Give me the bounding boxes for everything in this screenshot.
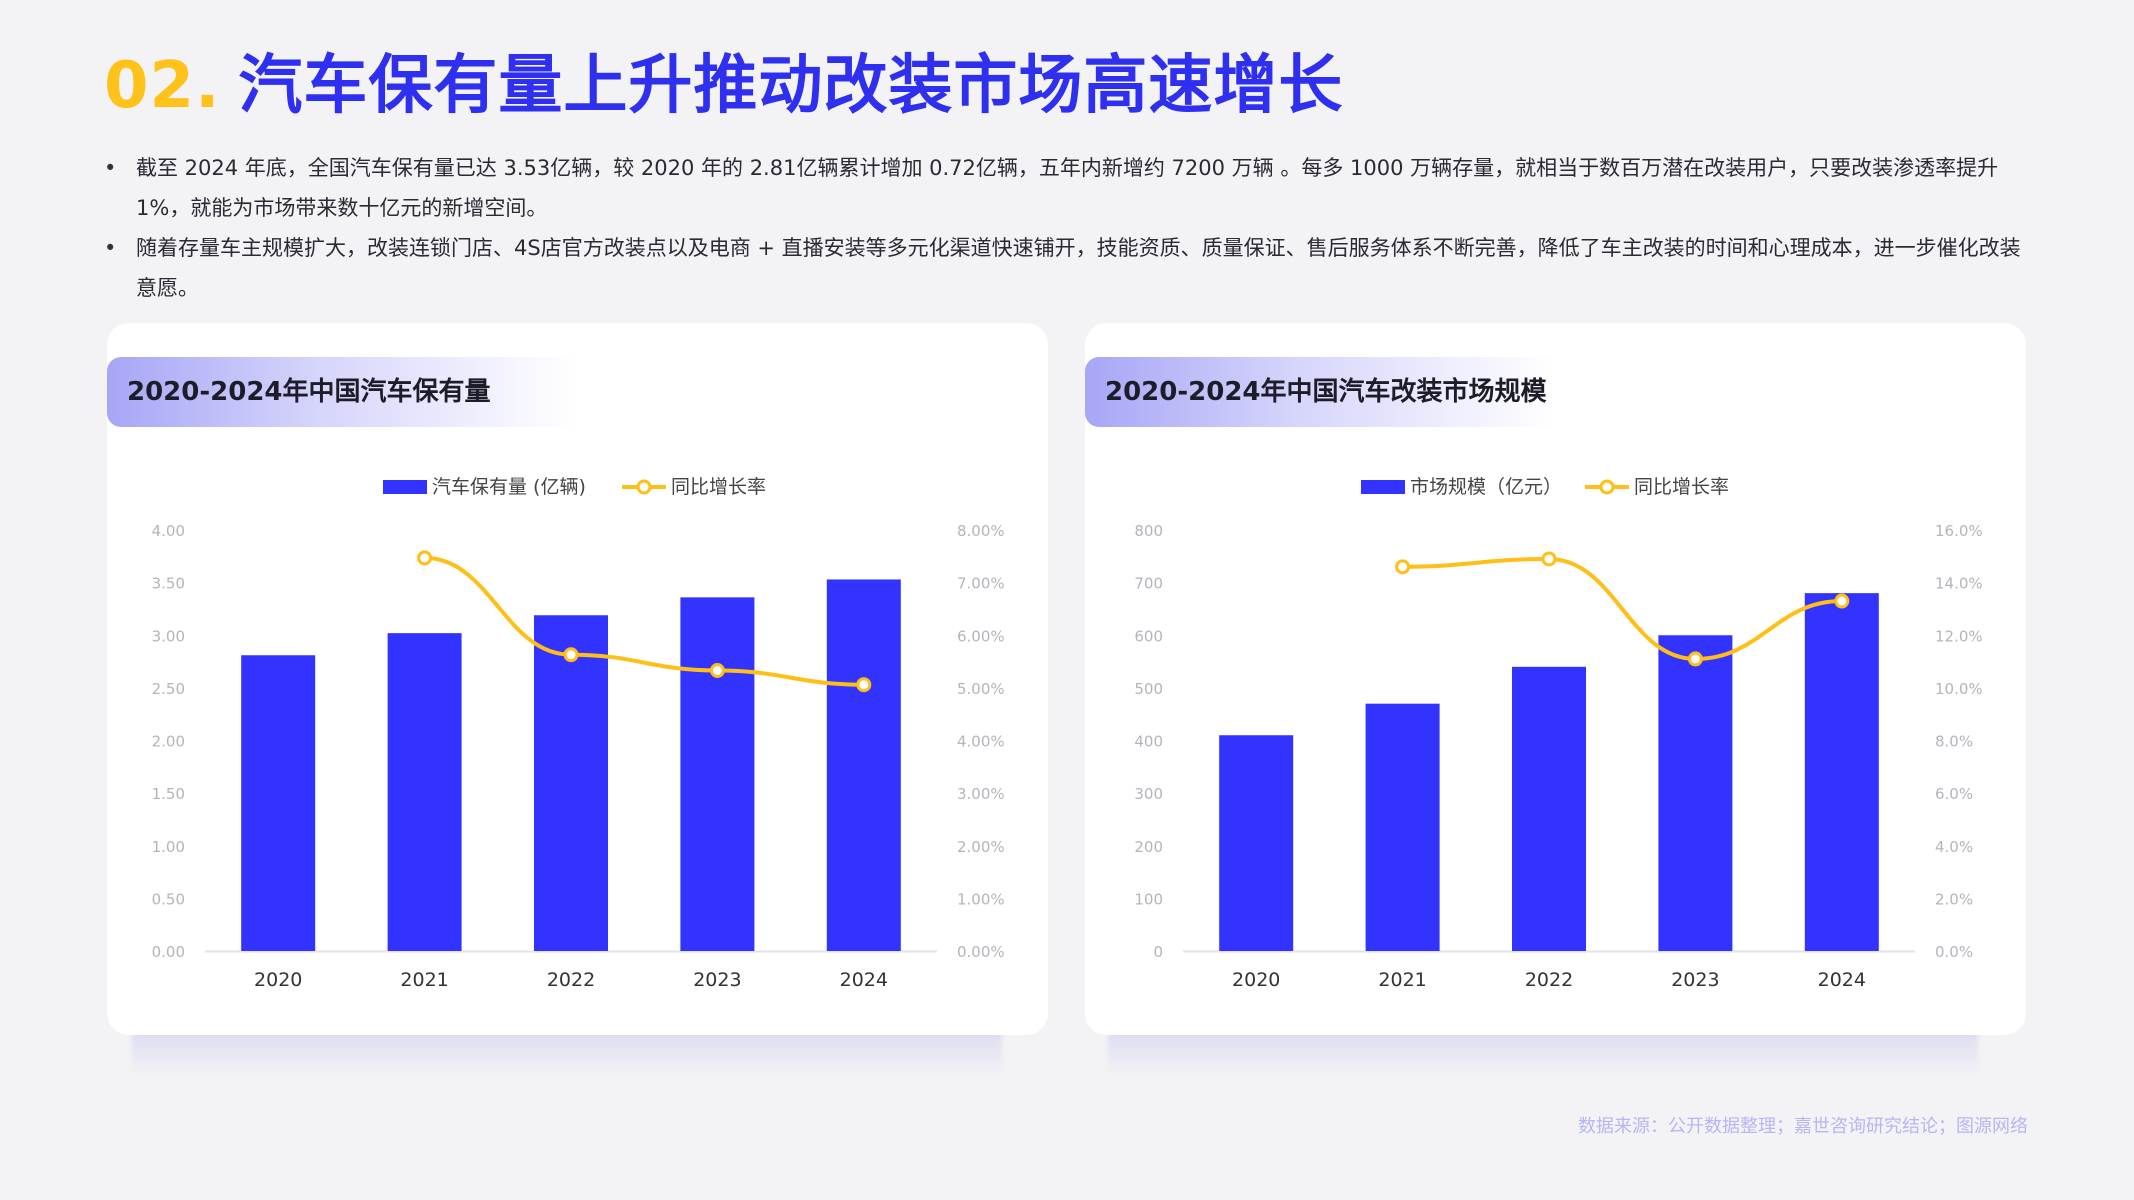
right-axis-tick-label: 8.00%: [957, 522, 1005, 540]
right-axis-tick-label: 6.00%: [957, 627, 1005, 645]
left-axis-tick-label: 3.00: [152, 627, 185, 645]
bar: [1512, 666, 1586, 951]
chart-title-banner: 2020-2024年中国汽车保有量: [107, 357, 577, 427]
right-axis-tick-label: 2.0%: [1935, 890, 1973, 908]
left-axis-tick-label: 1.00: [152, 838, 185, 856]
legend-line-marker: [1599, 479, 1615, 495]
x-axis-tick-label: 2022: [1525, 969, 1573, 991]
bullet-item: 随着存量车主规模扩大，改装连锁门店、4S店官方改装点以及电商 + 直播安装等多元…: [104, 228, 2034, 308]
growth-rate-point: [563, 647, 579, 663]
modification-market-chart: 市场规模（亿元） 同比增长率 0 100 200 300 400 500 600 700 800 0.…: [1134, 476, 1983, 991]
x-axis-tick-label: 2023: [1671, 969, 1719, 991]
x-axis-tick-label: 2020: [1232, 969, 1280, 991]
bar: [1804, 593, 1879, 951]
bullet-list: 截至 2024 年底，全国汽车保有量已达 3.53亿辆，较 2020 年的 2.…: [104, 148, 2034, 308]
growth-rate-point: [856, 677, 872, 693]
right-axis-tick-label: 6.0%: [1935, 785, 1973, 803]
left-axis-tick-label: 3.50: [152, 575, 185, 593]
bullet-item: 截至 2024 年底，全国汽车保有量已达 3.53亿辆，较 2020 年的 2.…: [104, 148, 2034, 228]
legend-line-label: 同比增长率: [671, 476, 766, 498]
right-axis-tick-label: 5.00%: [957, 680, 1005, 698]
modification-market-card: 2020-2024年中国汽车改装市场规模 市场规模（亿元） 同比增长率 0 100 20…: [1085, 323, 2026, 1035]
bar: [1219, 735, 1294, 951]
bar: [1365, 703, 1440, 951]
right-axis-tick-label: 1.00%: [957, 890, 1005, 908]
right-axis-tick-label: 4.0%: [1935, 838, 1973, 856]
x-axis-tick-label: 2024: [1818, 969, 1866, 991]
right-axis-tick-label: 2.00%: [957, 838, 1005, 856]
left-axis-tick-label: 2.50: [152, 680, 185, 698]
left-axis-tick-label: 500: [1134, 680, 1163, 698]
growth-rate-point: [1395, 559, 1411, 575]
right-axis-tick-label: 0.00%: [957, 943, 1005, 961]
right-axis-tick-label: 8.0%: [1935, 733, 1973, 751]
data-source-note: 数据来源：公开数据整理；嘉世咨询研究结论；图源网络: [1578, 1116, 2028, 1137]
left-axis-tick-label: 200: [1134, 838, 1163, 856]
left-axis-tick-label: 0.00: [152, 943, 185, 961]
growth-rate-line: [422, 555, 866, 687]
x-axis-tick-label: 2023: [693, 969, 741, 991]
bar: [1658, 635, 1733, 951]
growth-rate-point: [1834, 593, 1850, 609]
left-axis-tick-label: 600: [1134, 627, 1163, 645]
x-axis-tick-label: 2022: [547, 969, 595, 991]
page-title: 02. 汽车保有量上升推动改装市场高速增长: [104, 34, 1343, 126]
bar: [241, 655, 316, 951]
growth-rate-point: [417, 550, 433, 566]
chart-title: 2020-2024年中国汽车改装市场规模: [1105, 377, 1547, 407]
chart-legend: 市场规模（亿元） 同比增长率: [1361, 476, 1729, 498]
chart-title-banner: 2020-2024年中国汽车改装市场规模: [1085, 357, 1555, 427]
chart-legend: 汽车保有量 (亿辆) 同比增长率: [383, 476, 766, 498]
right-axis-tick-label: 12.0%: [1935, 627, 1983, 645]
section-number: 02.: [104, 49, 221, 123]
legend-bar-label: 汽车保有量 (亿辆): [432, 476, 586, 498]
left-axis-tick-label: 700: [1134, 575, 1163, 593]
card-shadow: [1108, 1030, 1978, 1076]
chart-title: 2020-2024年中国汽车保有量: [127, 377, 491, 407]
legend-bar-swatch: [1361, 480, 1405, 494]
bar: [826, 579, 901, 951]
card-shadow: [132, 1030, 1002, 1076]
right-axis-tick-label: 3.00%: [957, 785, 1005, 803]
legend-bar-swatch: [383, 480, 427, 494]
section-title: 汽车保有量上升推动改装市场高速增长: [238, 49, 1344, 123]
growth-rate-point: [1687, 651, 1703, 667]
growth-rate-point: [1541, 551, 1557, 567]
growth-rate-point: [709, 663, 725, 679]
x-axis-tick-label: 2021: [400, 969, 448, 991]
left-axis-tick-label: 100: [1134, 890, 1163, 908]
right-axis-tick-label: 14.0%: [1935, 575, 1983, 593]
vehicle-ownership-card: 2020-2024年中国汽车保有量 汽车保有量 (亿辆) 同比增长率 0.00 0.5…: [107, 323, 1048, 1035]
left-axis-tick-label: 1.50: [152, 785, 185, 803]
legend-line-marker: [636, 479, 652, 495]
left-axis-tick-label: 0: [1153, 943, 1163, 961]
right-axis-tick-label: 7.00%: [957, 575, 1005, 593]
x-axis-tick-label: 2024: [840, 969, 888, 991]
bar: [534, 615, 608, 951]
left-axis-tick-label: 2.00: [152, 733, 185, 751]
x-axis-tick-label: 2020: [254, 969, 302, 991]
legend-line-label: 同比增长率: [1634, 476, 1729, 498]
x-axis-tick-label: 2021: [1378, 969, 1426, 991]
right-axis-tick-label: 16.0%: [1935, 522, 1983, 540]
bar: [387, 633, 462, 951]
left-axis-tick-label: 300: [1134, 785, 1163, 803]
bar: [680, 597, 755, 951]
legend-bar-label: 市场规模（亿元）: [1410, 476, 1562, 498]
left-axis-tick-label: 400: [1134, 733, 1163, 751]
left-axis-tick-label: 800: [1134, 522, 1163, 540]
left-axis-tick-label: 0.50: [152, 890, 185, 908]
right-axis-tick-label: 10.0%: [1935, 680, 1983, 698]
growth-rate-line: [1400, 556, 1844, 661]
left-axis-tick-label: 4.00: [152, 522, 185, 540]
right-axis-tick-label: 4.00%: [957, 733, 1005, 751]
vehicle-ownership-chart: 汽车保有量 (亿辆) 同比增长率 0.00 0.50 1.00 1.50 2.00 2.50 3…: [152, 476, 1005, 991]
right-axis-tick-label: 0.0%: [1935, 943, 1973, 961]
